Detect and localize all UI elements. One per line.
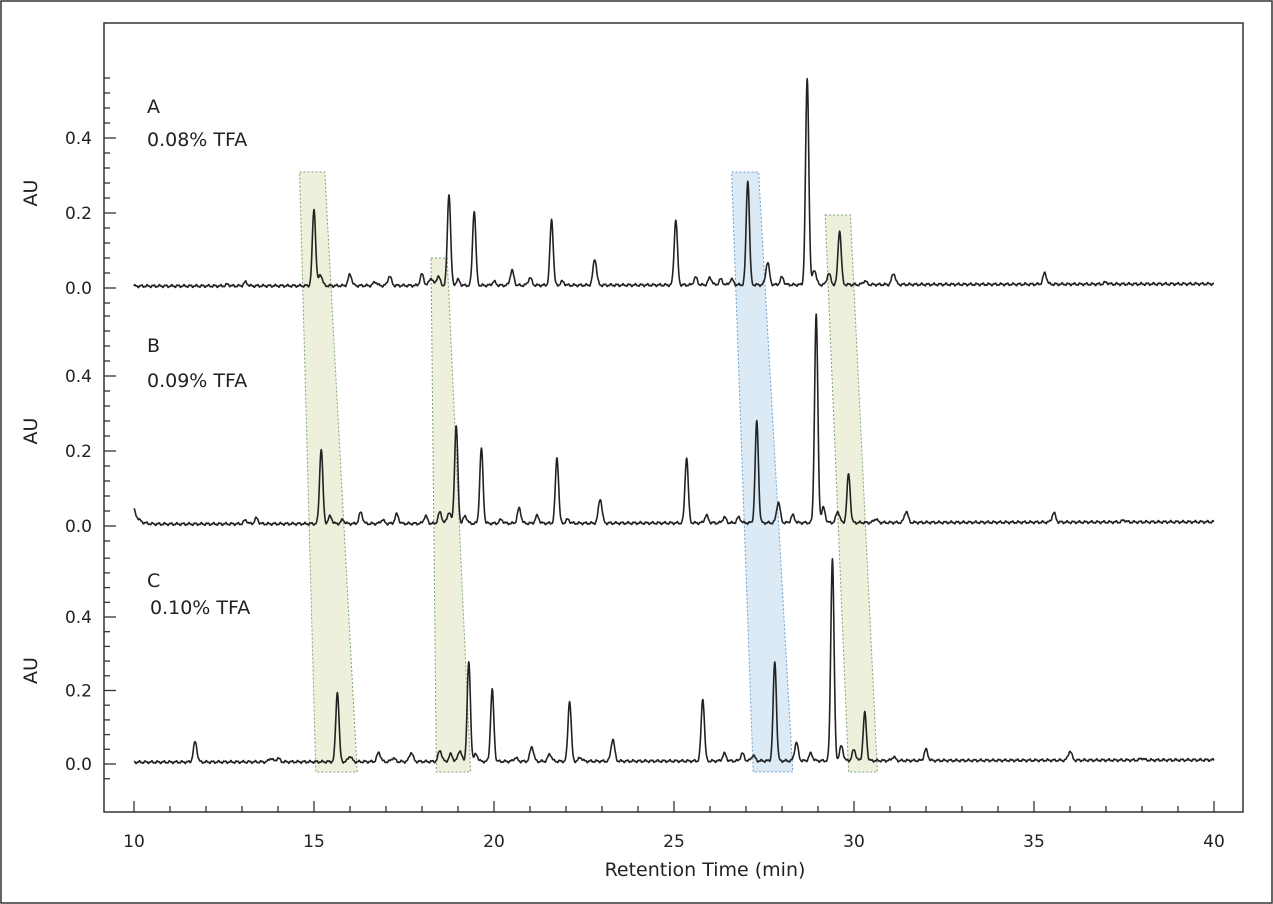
panel-label-C: C	[147, 570, 160, 592]
x-tick-label: 15	[303, 832, 325, 852]
x-axis-title: Retention Time (min)	[605, 859, 806, 881]
x-tick-label: 40	[1203, 832, 1225, 852]
chromatogram-traces	[133, 77, 1215, 765]
x-tick-label: 25	[663, 832, 685, 852]
x-tick-label: 20	[483, 832, 505, 852]
panel-label-A: A	[147, 96, 160, 118]
trace-B	[133, 313, 1215, 527]
y-tick-label: 0.0	[65, 517, 92, 537]
y-tick-label: 0.0	[65, 279, 92, 299]
y-tick-label: 0.2	[65, 204, 92, 224]
highlight-band-3	[731, 171, 794, 773]
panel-condition-C: 0.10% TFA	[150, 597, 250, 619]
trace-C	[133, 558, 1215, 765]
trace-A	[133, 77, 1215, 289]
x-tick-label: 30	[843, 832, 865, 852]
panel-labels: A 0.08% TFA B 0.09% TFA C 0.10% TFA	[147, 96, 250, 619]
y-axis: 0.0 0.2 0.4 AU 0.0 0.2 0.4 AU 0.0 0.2 0.4 AU	[20, 77, 116, 780]
y-axis-title: AU	[20, 657, 42, 684]
highlight-band-1	[299, 171, 358, 773]
y-tick-label: 0.4	[65, 367, 92, 387]
panel-condition-A: 0.08% TFA	[147, 129, 247, 151]
x-axis: 10 15 20 25 30 35 40	[123, 801, 1225, 852]
y-tick-label: 0.4	[65, 129, 92, 149]
panel-condition-B: 0.09% TFA	[147, 370, 247, 392]
x-tick-label: 35	[1023, 832, 1045, 852]
highlight-band-4	[824, 214, 878, 773]
x-tick-label: 10	[123, 832, 145, 852]
y-axis-title: AU	[20, 180, 42, 207]
y-tick-label: 0.4	[65, 608, 92, 628]
y-axis-title: AU	[20, 418, 42, 445]
panel-label-B: B	[147, 335, 160, 357]
y-tick-label: 0.2	[65, 442, 92, 462]
y-tick-label: 0.0	[65, 755, 92, 775]
y-tick-label: 0.2	[65, 682, 92, 702]
